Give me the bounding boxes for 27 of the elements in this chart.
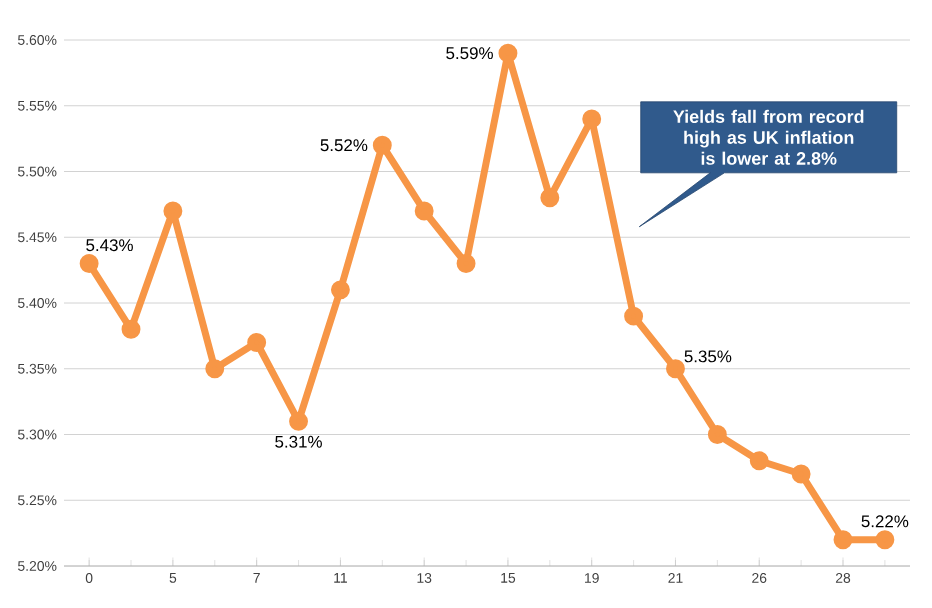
point <box>666 359 685 379</box>
point <box>540 188 560 208</box>
data-label: 5.59% <box>446 47 493 60</box>
point <box>875 530 895 550</box>
point <box>414 201 434 221</box>
point <box>582 109 602 129</box>
annotation: Yields fall from record high as UK inflation is lower at 2.8% <box>673 109 864 165</box>
point <box>121 319 141 339</box>
data-label: 5.43% <box>86 239 133 252</box>
data-label: 5.35% <box>684 350 732 363</box>
point <box>707 425 727 444</box>
data-label: 5.31% <box>275 435 322 448</box>
data-label: 5.22% <box>861 515 909 528</box>
point <box>205 359 225 379</box>
point <box>163 201 183 221</box>
point <box>289 411 309 431</box>
point <box>247 332 267 352</box>
point <box>79 254 99 274</box>
point <box>833 530 853 550</box>
point <box>372 135 392 155</box>
point <box>498 43 518 63</box>
point <box>624 306 644 326</box>
point <box>330 280 350 300</box>
point <box>749 451 769 471</box>
point <box>791 464 811 484</box>
point <box>456 254 476 274</box>
data-label: 5.52% <box>320 139 368 152</box>
